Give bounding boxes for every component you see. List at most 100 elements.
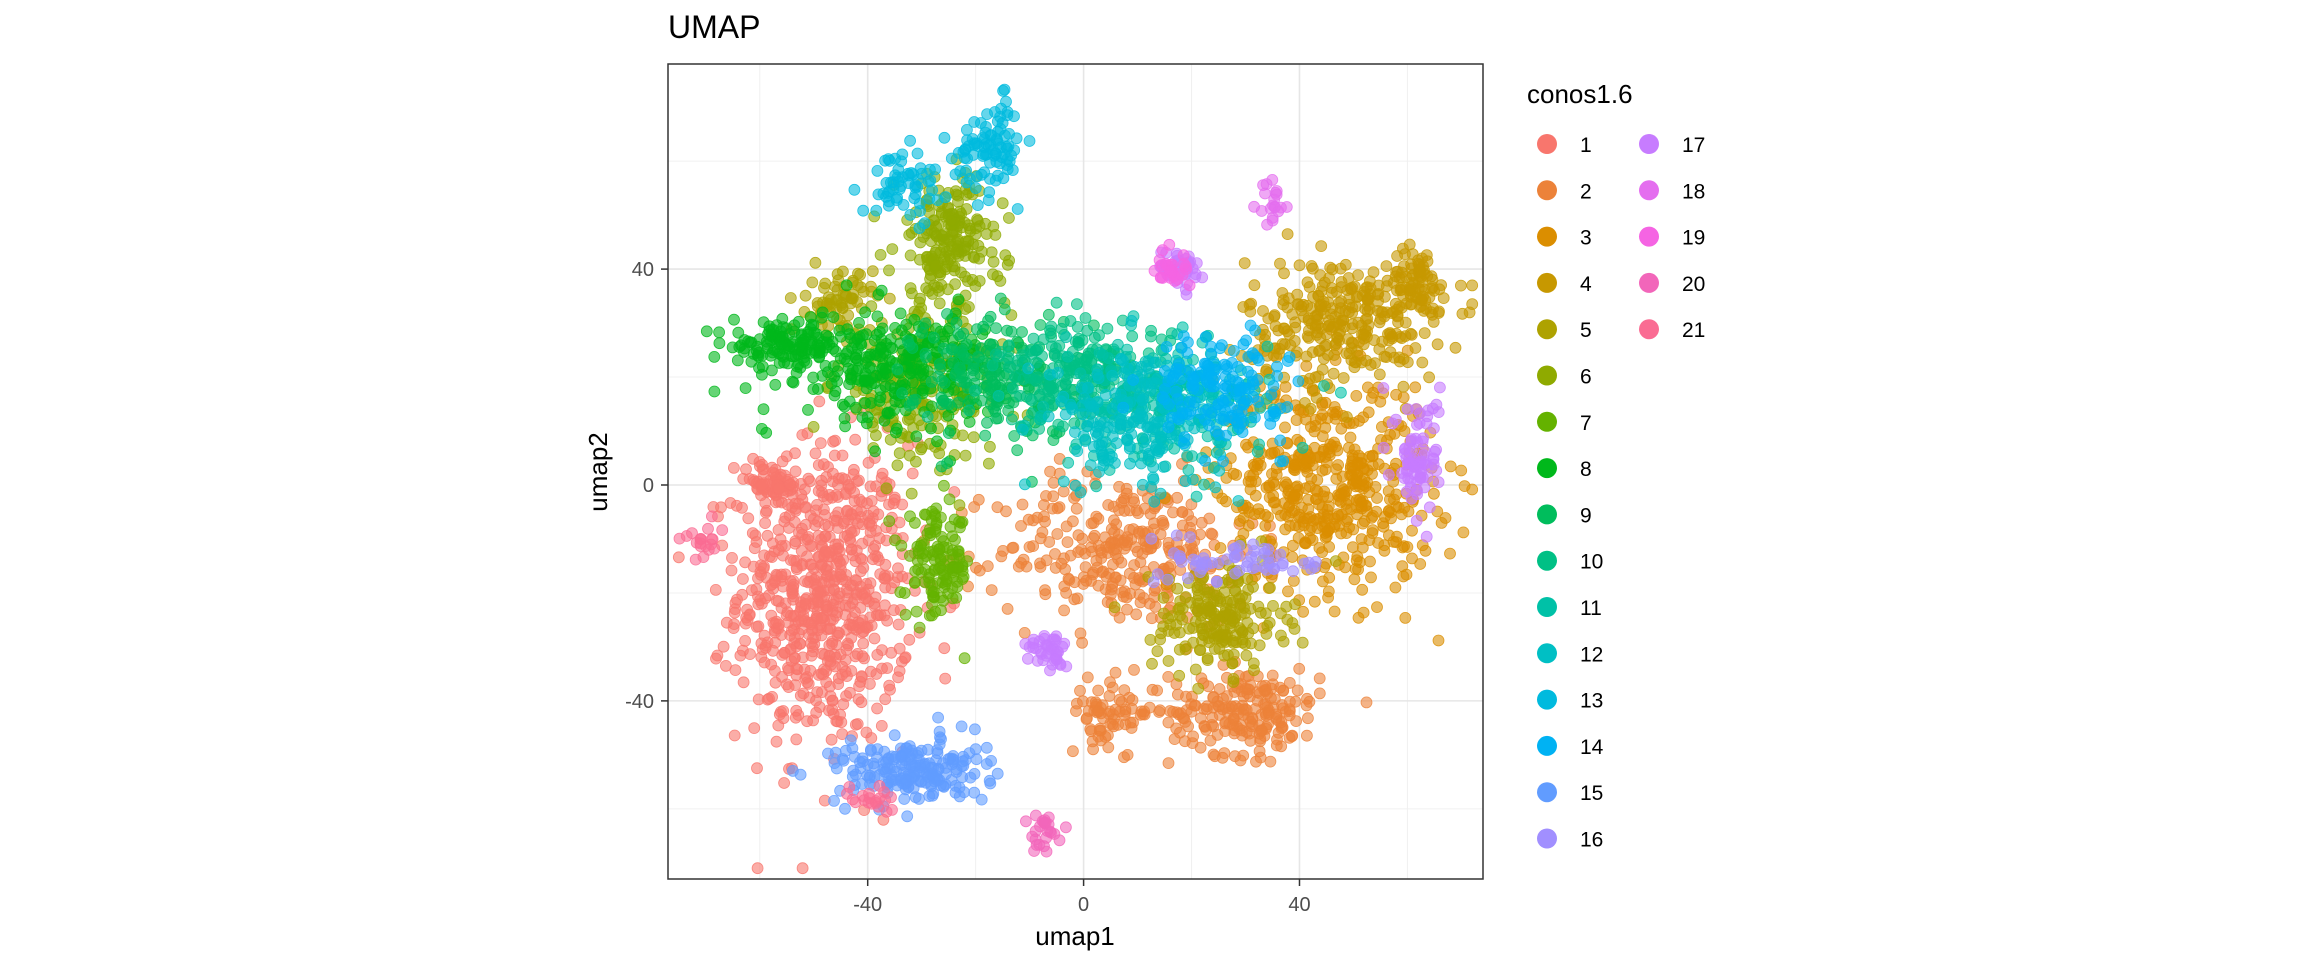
point — [945, 152, 958, 165]
point — [1305, 260, 1318, 272]
point — [1279, 705, 1292, 718]
point — [1011, 203, 1024, 215]
point — [826, 694, 839, 707]
point — [810, 571, 823, 584]
point — [983, 457, 995, 470]
point — [862, 456, 875, 469]
point — [1162, 421, 1175, 434]
point — [1103, 541, 1116, 554]
point — [1236, 426, 1249, 439]
point — [828, 449, 841, 462]
point — [874, 343, 887, 356]
point — [848, 463, 860, 476]
point — [859, 306, 871, 319]
point — [742, 512, 755, 525]
point — [1138, 705, 1151, 718]
point — [1466, 279, 1479, 292]
point — [759, 496, 772, 509]
point — [1203, 512, 1216, 525]
point — [1244, 319, 1257, 332]
point — [1146, 657, 1158, 670]
point — [1230, 636, 1243, 649]
point — [946, 530, 959, 543]
point — [923, 790, 936, 802]
point — [1187, 730, 1199, 743]
point — [1379, 510, 1391, 523]
point — [1023, 135, 1036, 147]
point — [1366, 450, 1379, 463]
point — [840, 347, 853, 360]
point — [1071, 445, 1084, 458]
point — [1455, 464, 1468, 477]
point — [1257, 305, 1269, 317]
point — [1371, 492, 1383, 504]
point — [942, 409, 955, 422]
point — [955, 720, 968, 733]
point — [799, 598, 812, 610]
point — [1074, 684, 1086, 697]
point — [1121, 603, 1133, 616]
point — [955, 375, 967, 388]
point — [747, 452, 759, 465]
point — [1313, 672, 1326, 685]
point — [1108, 514, 1120, 527]
point — [935, 460, 948, 473]
point — [1202, 359, 1215, 372]
point — [806, 276, 819, 289]
point — [824, 655, 837, 668]
point — [1024, 392, 1037, 405]
point — [789, 711, 802, 724]
point — [1428, 487, 1440, 500]
point — [873, 532, 886, 545]
point — [1308, 595, 1321, 608]
point — [856, 778, 868, 790]
point — [809, 256, 822, 269]
point — [1247, 469, 1260, 482]
point — [1420, 417, 1433, 430]
point — [1162, 671, 1175, 683]
point — [1126, 330, 1139, 343]
point — [802, 403, 814, 416]
point — [820, 599, 833, 612]
point — [1430, 398, 1443, 411]
point — [835, 716, 848, 729]
point — [938, 131, 951, 144]
point — [1099, 583, 1112, 596]
point — [1184, 531, 1196, 543]
point — [860, 622, 873, 634]
point — [1182, 572, 1194, 585]
point — [1205, 527, 1218, 540]
point — [1137, 393, 1150, 405]
point — [891, 459, 904, 472]
point — [1081, 671, 1094, 684]
point — [968, 786, 981, 799]
point — [1331, 444, 1344, 457]
point — [1146, 683, 1159, 696]
point — [1145, 532, 1158, 545]
point — [1292, 375, 1305, 388]
point — [770, 615, 783, 628]
point — [985, 246, 998, 259]
point — [802, 472, 815, 485]
point — [898, 793, 911, 805]
point — [1034, 561, 1047, 573]
point — [816, 311, 828, 324]
point — [1397, 380, 1410, 393]
point — [1003, 127, 1015, 140]
point — [1219, 370, 1232, 383]
point — [1301, 729, 1313, 742]
point — [1303, 695, 1316, 708]
point — [1315, 412, 1327, 425]
point — [1151, 645, 1164, 658]
point — [1005, 325, 1018, 338]
point — [1380, 260, 1393, 273]
point — [919, 508, 931, 521]
point — [844, 482, 857, 495]
point — [812, 530, 825, 542]
point — [741, 603, 753, 616]
point — [1363, 534, 1376, 546]
point — [1397, 353, 1410, 365]
point — [1253, 438, 1265, 451]
point — [1175, 341, 1188, 354]
point — [1261, 340, 1274, 353]
